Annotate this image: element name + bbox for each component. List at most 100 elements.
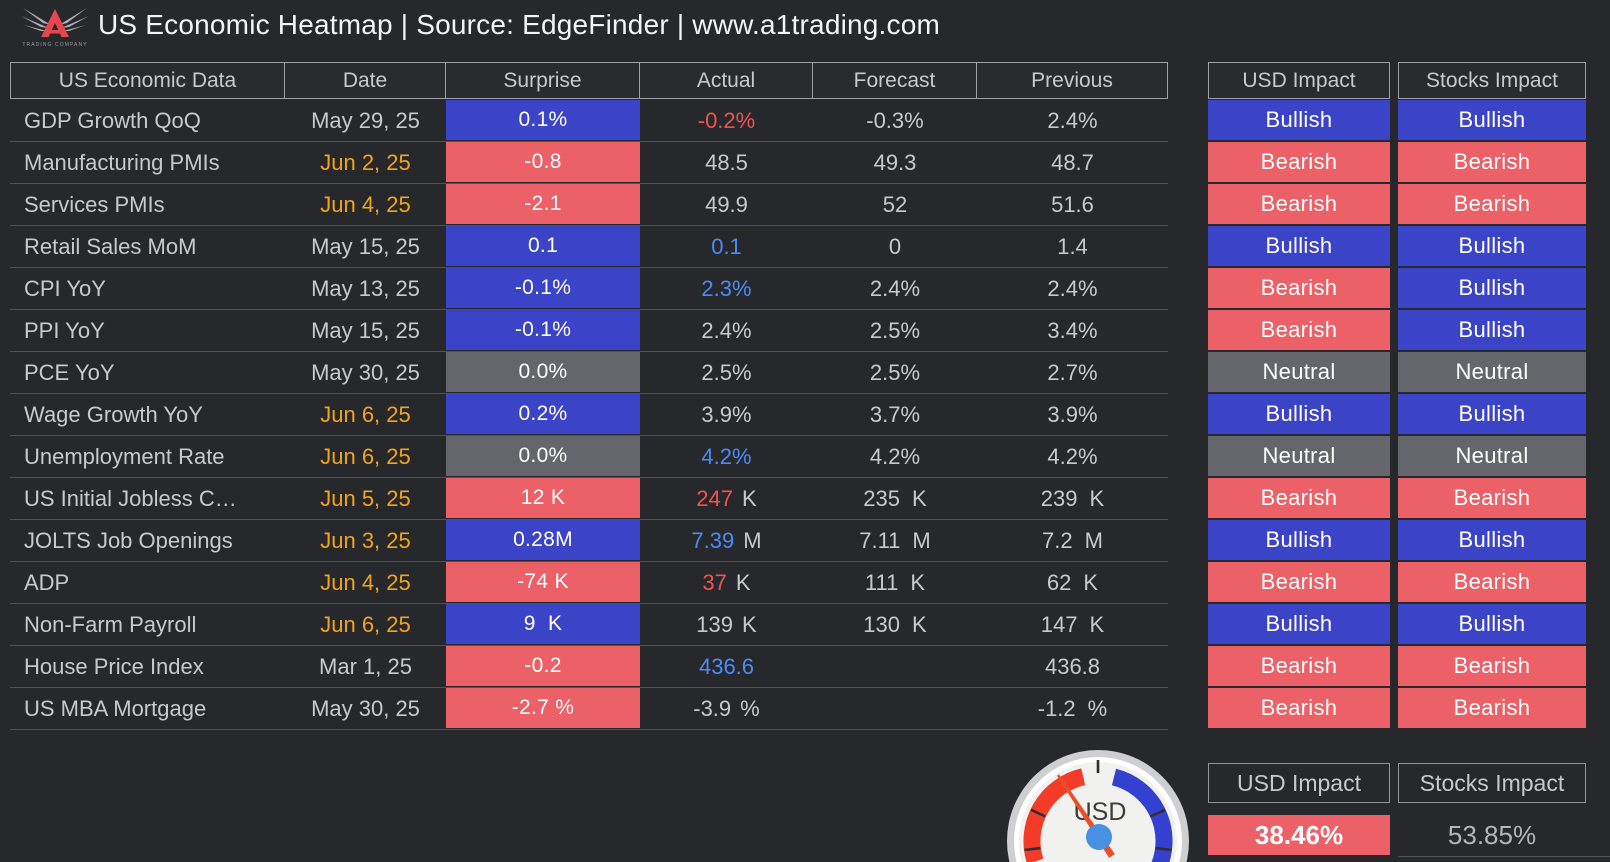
table-row: JOLTS Job Openings Jun 3, 25 0.28M 7.39 M 7.1… — [10, 520, 1168, 562]
surprise-cell: -0.8 — [446, 142, 640, 184]
actual-value: 49.9 — [640, 184, 813, 226]
forecast-value: 0 — [813, 226, 977, 268]
usd-impact-value: Bullish — [1208, 226, 1390, 266]
table-row: ADP Jun 4, 25 -74 K 37 K 111 K 62 K — [10, 562, 1168, 604]
page-title: US Economic Heatmap | Source: EdgeFinder… — [98, 9, 941, 40]
actual-value-number: -0.2% — [697, 108, 756, 133]
stocks-impact-column-header: Stocks Impact — [1398, 62, 1586, 99]
surprise-cell: -0.1% — [446, 310, 640, 352]
table-row: PPI YoY May 15, 25 -0.1% 2.4% 2.5% 3.4% — [10, 310, 1168, 352]
previous-value-number: 2.7% — [1047, 360, 1098, 385]
previous-value: 239 K — [977, 478, 1168, 520]
indicator-name: GDP Growth QoQ — [24, 108, 201, 133]
forecast-value-number: 2.4% — [869, 276, 921, 301]
surprise-cell: 0.1% — [446, 100, 640, 142]
forecast-value-number: 2.5% — [869, 360, 921, 385]
actual-value: 247 K — [640, 478, 813, 520]
usd-impact-column-header: USD Impact — [1208, 62, 1390, 99]
release-date: Jun 2, 25 — [320, 150, 411, 175]
release-date: Mar 1, 25 — [319, 654, 412, 679]
indicator-name: US Initial Jobless C… — [24, 486, 237, 511]
surprise-cell: 0.0% — [446, 436, 640, 478]
table-row: Manufacturing PMIs Jun 2, 25 -0.8 48.5 49.3 4… — [10, 142, 1168, 184]
forecast-value-unit: M — [912, 528, 931, 553]
forecast-value: 2.5% — [813, 310, 977, 352]
forecast-value — [813, 646, 977, 688]
previous-value-number: 436.8 — [1044, 654, 1101, 679]
previous-value-unit: K — [1089, 486, 1105, 511]
surprise-value: 0.2% — [446, 394, 640, 434]
indicator-name: PCE YoY — [24, 360, 115, 385]
gauge-ticks — [1024, 760, 1172, 852]
previous-value: 2.4% — [977, 268, 1168, 310]
forecast-value: 49.3 — [813, 142, 977, 184]
usd-impact-value: Bearish — [1208, 688, 1390, 728]
previous-value: 3.4% — [977, 310, 1168, 352]
stocks-impact-value: Bullish — [1398, 310, 1586, 350]
surprise-cell: -74 K — [446, 562, 640, 604]
usd-impact-value: Bearish — [1208, 310, 1390, 350]
previous-value: 51.6 — [977, 184, 1168, 226]
previous-value-number: 3.4% — [1047, 318, 1098, 343]
usd-impact-value: Bearish — [1208, 562, 1390, 602]
usd-impact-value: Bearish — [1208, 142, 1390, 182]
column-header-surprise: Surprise — [445, 62, 640, 99]
stocks-impact-value: Bullish — [1398, 268, 1586, 308]
forecast-value: 111 K — [813, 562, 977, 604]
surprise-cell: 12 K — [446, 478, 640, 520]
stocks-impact-value: Bullish — [1398, 100, 1586, 140]
stocks-impact-value: Neutral — [1398, 436, 1586, 476]
forecast-value-number: 130 — [863, 612, 901, 637]
release-date: May 13, 25 — [311, 276, 420, 301]
actual-value-number: 2.4% — [701, 318, 752, 343]
usd-impact-value: Bearish — [1208, 646, 1390, 686]
previous-value: 48.7 — [977, 142, 1168, 184]
release-date: Jun 6, 25 — [320, 402, 411, 427]
usd-impact-value: Bearish — [1208, 478, 1390, 518]
surprise-value: 0.0% — [446, 352, 640, 392]
actual-value: 0.1 — [640, 226, 813, 268]
table-row: CPI YoY May 13, 25 -0.1% 2.3% 2.4% 2.4% — [10, 268, 1168, 310]
table-row: Unemployment Rate Jun 6, 25 0.0% 4.2% 4.2% 4.… — [10, 436, 1168, 478]
actual-value-number: 48.5 — [705, 150, 748, 175]
previous-value-unit: M — [1084, 528, 1103, 553]
indicator-name: Wage Growth YoY — [24, 402, 203, 427]
forecast-value-number: 3.7% — [869, 402, 921, 427]
forecast-value-number: 4.2% — [869, 444, 921, 469]
stocks-impact-value: Bearish — [1398, 184, 1586, 224]
previous-value: 4.2% — [977, 436, 1168, 478]
previous-value: 2.7% — [977, 352, 1168, 394]
surprise-cell: 0.2% — [446, 394, 640, 436]
surprise-value: 12 K — [446, 478, 640, 518]
previous-value-number: 48.7 — [1051, 150, 1094, 175]
stocks-impact-value: Bearish — [1398, 478, 1586, 518]
indicator-name: US MBA Mortgage — [24, 696, 207, 721]
previous-value-number: 239 — [1040, 486, 1078, 511]
surprise-value: -0.2 — [446, 646, 640, 686]
previous-value-number: 1.4 — [1057, 234, 1088, 259]
a1-trading-logo-icon: TRADING COMPANY — [21, 8, 89, 48]
usd-impact-value: Neutral — [1208, 352, 1390, 392]
surprise-value: -0.8 — [446, 142, 640, 182]
actual-value-number: 0.1 — [711, 234, 742, 259]
previous-value: 2.4% — [977, 100, 1168, 142]
actual-value-number: 37 — [702, 570, 727, 595]
table-row: Wage Growth YoY Jun 6, 25 0.2% 3.9% 3.7% 3.9% — [10, 394, 1168, 436]
actual-value: 3.9% — [640, 394, 813, 436]
table-row: Retail Sales MoM May 15, 25 0.1 0.1 0 1.4 — [10, 226, 1168, 268]
gauge-blue-arc — [1111, 768, 1173, 862]
surprise-cell: 9 K — [446, 604, 640, 646]
summary-usd-impact-value: 38.46% — [1208, 815, 1390, 855]
forecast-value-number: 235 — [863, 486, 901, 511]
forecast-value: 52 — [813, 184, 977, 226]
usd-impact-value: Bearish — [1208, 268, 1390, 308]
forecast-value-number: 0 — [888, 234, 902, 259]
previous-value: 1.4 — [977, 226, 1168, 268]
stocks-impact-column: Bullish Bearish Bearish Bullish Bullish Bulli… — [1398, 100, 1586, 730]
previous-value-unit: K — [1083, 570, 1099, 595]
actual-value-unit: % — [740, 696, 760, 721]
forecast-value: 235 K — [813, 478, 977, 520]
previous-value-number: 2.4% — [1047, 276, 1098, 301]
actual-value-number: 4.2% — [701, 444, 752, 469]
previous-value-unit: K — [1089, 612, 1105, 637]
